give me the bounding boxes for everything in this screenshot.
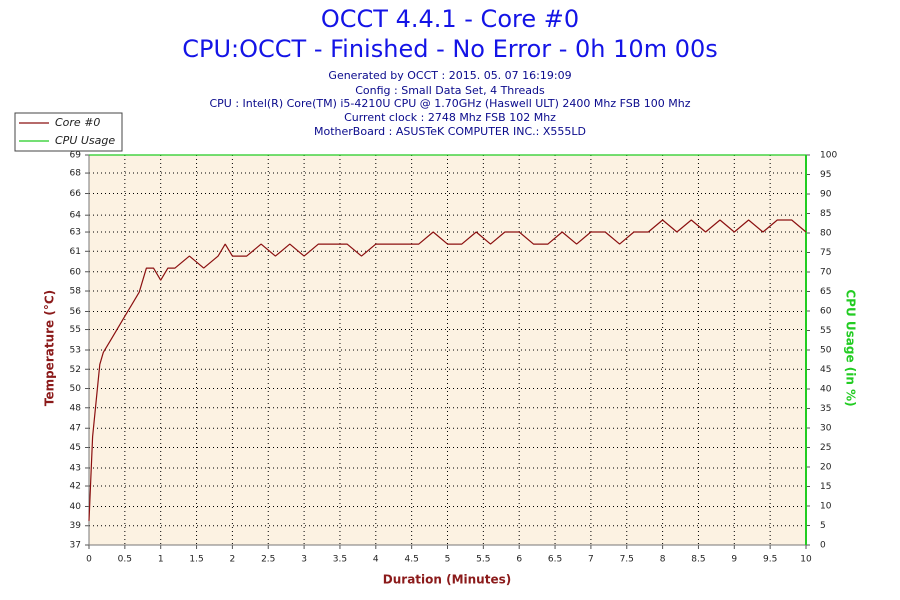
info-line: CPU : Intel(R) Core(TM) i5-4210U CPU @ 1… (209, 97, 690, 110)
y-tick-label: 55 (70, 325, 81, 335)
y2-tick-label: 75 (820, 248, 831, 258)
y-tick-label: 63 (70, 228, 81, 238)
y2-tick-label: 45 (820, 365, 831, 375)
y2-tick-label: 80 (820, 229, 832, 239)
y2-tick-label: 0 (820, 541, 826, 551)
y2-tick-label: 55 (820, 326, 831, 336)
x-tick-label: 4 (373, 555, 379, 565)
x-tick-label: 8.5 (691, 555, 705, 565)
y-tick-label: 68 (70, 169, 82, 179)
x-tick-label: 6.5 (548, 555, 562, 565)
x-tick-label: 7 (588, 555, 594, 565)
x-tick-label: 0 (86, 555, 92, 565)
y-tick-label: 60 (70, 267, 82, 277)
y2-tick-label: 40 (820, 385, 832, 395)
x-tick-label: 9.5 (763, 555, 777, 565)
y2-tick-label: 35 (820, 404, 831, 414)
x-tick-label: 2 (230, 555, 236, 565)
x-tick-label: 8 (660, 555, 666, 565)
legend-label: CPU Usage (55, 134, 115, 147)
y-tick-label: 45 (70, 443, 81, 453)
y2-tick-label: 65 (820, 287, 831, 297)
y2-tick-label: 70 (820, 268, 832, 278)
y2-tick-label: 5 (820, 521, 826, 531)
y-tick-label: 66 (70, 189, 82, 199)
y-tick-label: 47 (70, 424, 81, 434)
y2-axis-label: CPU Usage (in %) (844, 289, 858, 406)
y-tick-label: 42 (70, 482, 81, 492)
y2-tick-label: 25 (820, 443, 831, 453)
info-line: MotherBoard : ASUSTeK COMPUTER INC.: X55… (314, 125, 586, 138)
x-tick-label: 10 (800, 555, 812, 565)
y-tick-label: 53 (70, 346, 81, 356)
y2-tick-label: 95 (820, 170, 831, 180)
x-tick-label: 5.5 (476, 555, 490, 565)
plot-area (89, 155, 806, 545)
y2-tick-label: 50 (820, 346, 832, 356)
x-tick-label: 3.5 (333, 555, 347, 565)
info-line: Current clock : 2748 Mhz FSB 102 Mhz (344, 111, 556, 124)
y2-tick-label: 20 (820, 463, 832, 473)
y2-tick-label: 30 (820, 424, 832, 434)
x-tick-label: 9 (731, 555, 737, 565)
chart-subtitle: CPU:OCCT - Finished - No Error - 0h 10m … (182, 35, 718, 63)
legend-label: Core #0 (55, 116, 100, 129)
x-tick-label: 4.5 (404, 555, 418, 565)
x-tick-label: 2.5 (261, 555, 275, 565)
y2-tick-label: 60 (820, 307, 832, 317)
y-tick-label: 69 (70, 151, 82, 161)
x-tick-label: 7.5 (620, 555, 634, 565)
y2-tick-label: 85 (820, 209, 831, 219)
y2-tick-label: 100 (820, 151, 837, 161)
y-tick-label: 52 (70, 365, 81, 375)
y-tick-label: 58 (70, 287, 82, 297)
x-tick-label: 5 (445, 555, 451, 565)
legend-box (14, 112, 123, 152)
y-tick-label: 50 (70, 384, 82, 394)
y-tick-label: 43 (70, 463, 81, 473)
y2-tick-label: 10 (820, 502, 832, 512)
y-axis-label: Temperature (°C) (43, 290, 57, 406)
y-tick-label: 37 (70, 541, 81, 551)
info-line: Generated by OCCT : 2015. 05. 07 16:19:0… (328, 69, 571, 82)
x-tick-label: 3 (301, 555, 307, 565)
data-line (88, 219, 807, 521)
x-axis-label: Duration (Minutes) (383, 573, 511, 587)
y2-tick-label: 90 (820, 190, 832, 200)
y-tick-label: 64 (70, 211, 82, 221)
y-tick-label: 39 (70, 521, 82, 531)
x-tick-label: 0.5 (118, 555, 132, 565)
chart-title: OCCT 4.4.1 - Core #0 (321, 5, 579, 33)
y-tick-label: 48 (70, 403, 82, 413)
y2-tick-label: 15 (820, 482, 831, 492)
y-tick-label: 56 (70, 307, 82, 317)
x-tick-label: 1.5 (189, 555, 203, 565)
info-line: Config : Small Data Set, 4 Threads (355, 84, 545, 97)
y-tick-label: 61 (70, 247, 81, 257)
x-tick-label: 1 (158, 555, 164, 565)
y-tick-label: 40 (70, 502, 82, 512)
x-tick-label: 6 (516, 555, 522, 565)
